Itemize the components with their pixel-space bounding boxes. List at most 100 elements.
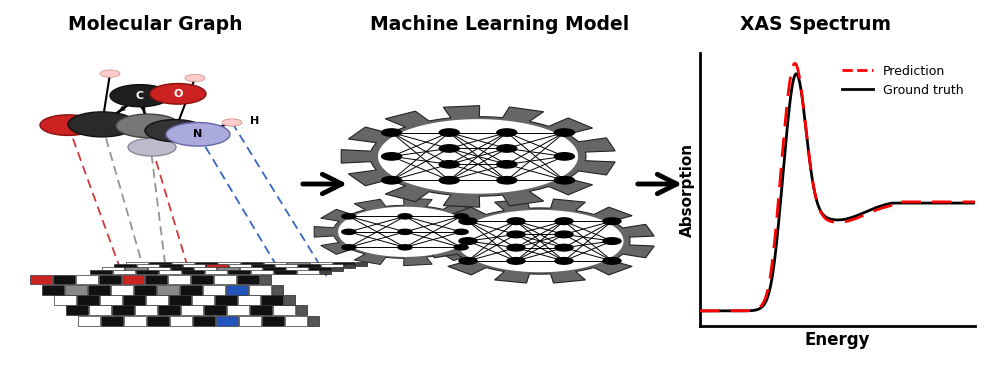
- Bar: [273, 305, 295, 315]
- Bar: [54, 295, 76, 305]
- Bar: [78, 316, 100, 326]
- Bar: [158, 305, 180, 315]
- Bar: [160, 265, 182, 268]
- Bar: [183, 265, 205, 268]
- Polygon shape: [339, 208, 471, 256]
- Bar: [296, 305, 307, 315]
- Bar: [111, 285, 133, 295]
- Ground truth: [729, 309, 741, 313]
- Bar: [88, 285, 110, 295]
- Prediction: [879, 205, 891, 209]
- Bar: [125, 267, 147, 271]
- Bar: [206, 265, 228, 268]
- Bar: [89, 305, 111, 315]
- Bar: [157, 285, 179, 295]
- Bar: [100, 295, 122, 305]
- Bar: [205, 270, 227, 274]
- Ground truth: [902, 201, 914, 205]
- Circle shape: [145, 120, 205, 142]
- Circle shape: [185, 74, 205, 82]
- Bar: [112, 305, 134, 315]
- Circle shape: [150, 84, 206, 104]
- Bar: [65, 285, 87, 295]
- Bar: [250, 305, 272, 315]
- Text: H: H: [250, 116, 259, 126]
- Bar: [285, 316, 307, 326]
- Bar: [226, 285, 248, 295]
- Bar: [172, 262, 194, 265]
- Circle shape: [342, 229, 356, 234]
- Circle shape: [382, 129, 402, 136]
- Circle shape: [497, 129, 517, 136]
- Text: C: C: [136, 91, 144, 101]
- Bar: [261, 295, 283, 305]
- Bar: [102, 267, 124, 271]
- Bar: [262, 316, 284, 326]
- Bar: [310, 262, 332, 265]
- Bar: [263, 267, 285, 271]
- Bar: [227, 305, 249, 315]
- Circle shape: [507, 231, 525, 238]
- Text: Machine Learning Model: Machine Learning Model: [370, 15, 630, 34]
- Circle shape: [603, 258, 621, 264]
- Bar: [333, 262, 355, 265]
- Circle shape: [454, 229, 468, 234]
- Bar: [203, 285, 225, 295]
- Bar: [146, 295, 168, 305]
- Circle shape: [554, 129, 574, 136]
- Bar: [287, 262, 309, 265]
- Circle shape: [439, 161, 459, 168]
- Bar: [320, 270, 331, 274]
- Circle shape: [100, 70, 120, 77]
- Ground truth: [743, 308, 755, 313]
- Bar: [135, 305, 157, 315]
- Bar: [238, 295, 260, 305]
- Text: Molecular Graph: Molecular Graph: [68, 15, 242, 34]
- Circle shape: [439, 145, 459, 152]
- Bar: [53, 275, 75, 284]
- Bar: [218, 262, 240, 265]
- Line: Ground truth: Ground truth: [700, 74, 975, 311]
- Bar: [260, 275, 271, 284]
- Bar: [251, 270, 273, 274]
- Circle shape: [497, 161, 517, 168]
- Bar: [321, 265, 343, 268]
- Circle shape: [554, 153, 574, 160]
- Bar: [264, 262, 286, 265]
- Bar: [193, 316, 215, 326]
- Circle shape: [507, 218, 525, 224]
- Polygon shape: [426, 199, 654, 283]
- Prediction: [694, 309, 706, 313]
- Ground truth: [857, 211, 869, 215]
- Circle shape: [507, 258, 525, 264]
- Circle shape: [116, 114, 180, 138]
- Prediction: [765, 269, 777, 273]
- Text: XAS Spectrum: XAS Spectrum: [740, 15, 891, 34]
- Prediction: [726, 309, 738, 313]
- Bar: [170, 316, 192, 326]
- Bar: [272, 285, 283, 295]
- Legend: Prediction, Ground truth: Prediction, Ground truth: [837, 60, 969, 102]
- Circle shape: [382, 177, 402, 184]
- Ground truth: [969, 201, 981, 205]
- Bar: [274, 270, 296, 274]
- Bar: [240, 267, 262, 271]
- Prediction: [789, 61, 801, 66]
- Bar: [237, 275, 259, 284]
- Circle shape: [398, 229, 412, 234]
- Polygon shape: [341, 106, 615, 207]
- Bar: [194, 267, 216, 271]
- Bar: [77, 295, 99, 305]
- Bar: [171, 267, 193, 271]
- Bar: [169, 295, 191, 305]
- Bar: [90, 270, 112, 274]
- Text: O: O: [173, 89, 183, 99]
- Bar: [284, 295, 295, 305]
- Circle shape: [603, 238, 621, 244]
- Ground truth: [765, 281, 777, 285]
- Bar: [204, 305, 226, 315]
- Bar: [134, 285, 156, 295]
- Ground truth: [694, 309, 706, 313]
- Bar: [123, 295, 145, 305]
- Bar: [122, 275, 144, 284]
